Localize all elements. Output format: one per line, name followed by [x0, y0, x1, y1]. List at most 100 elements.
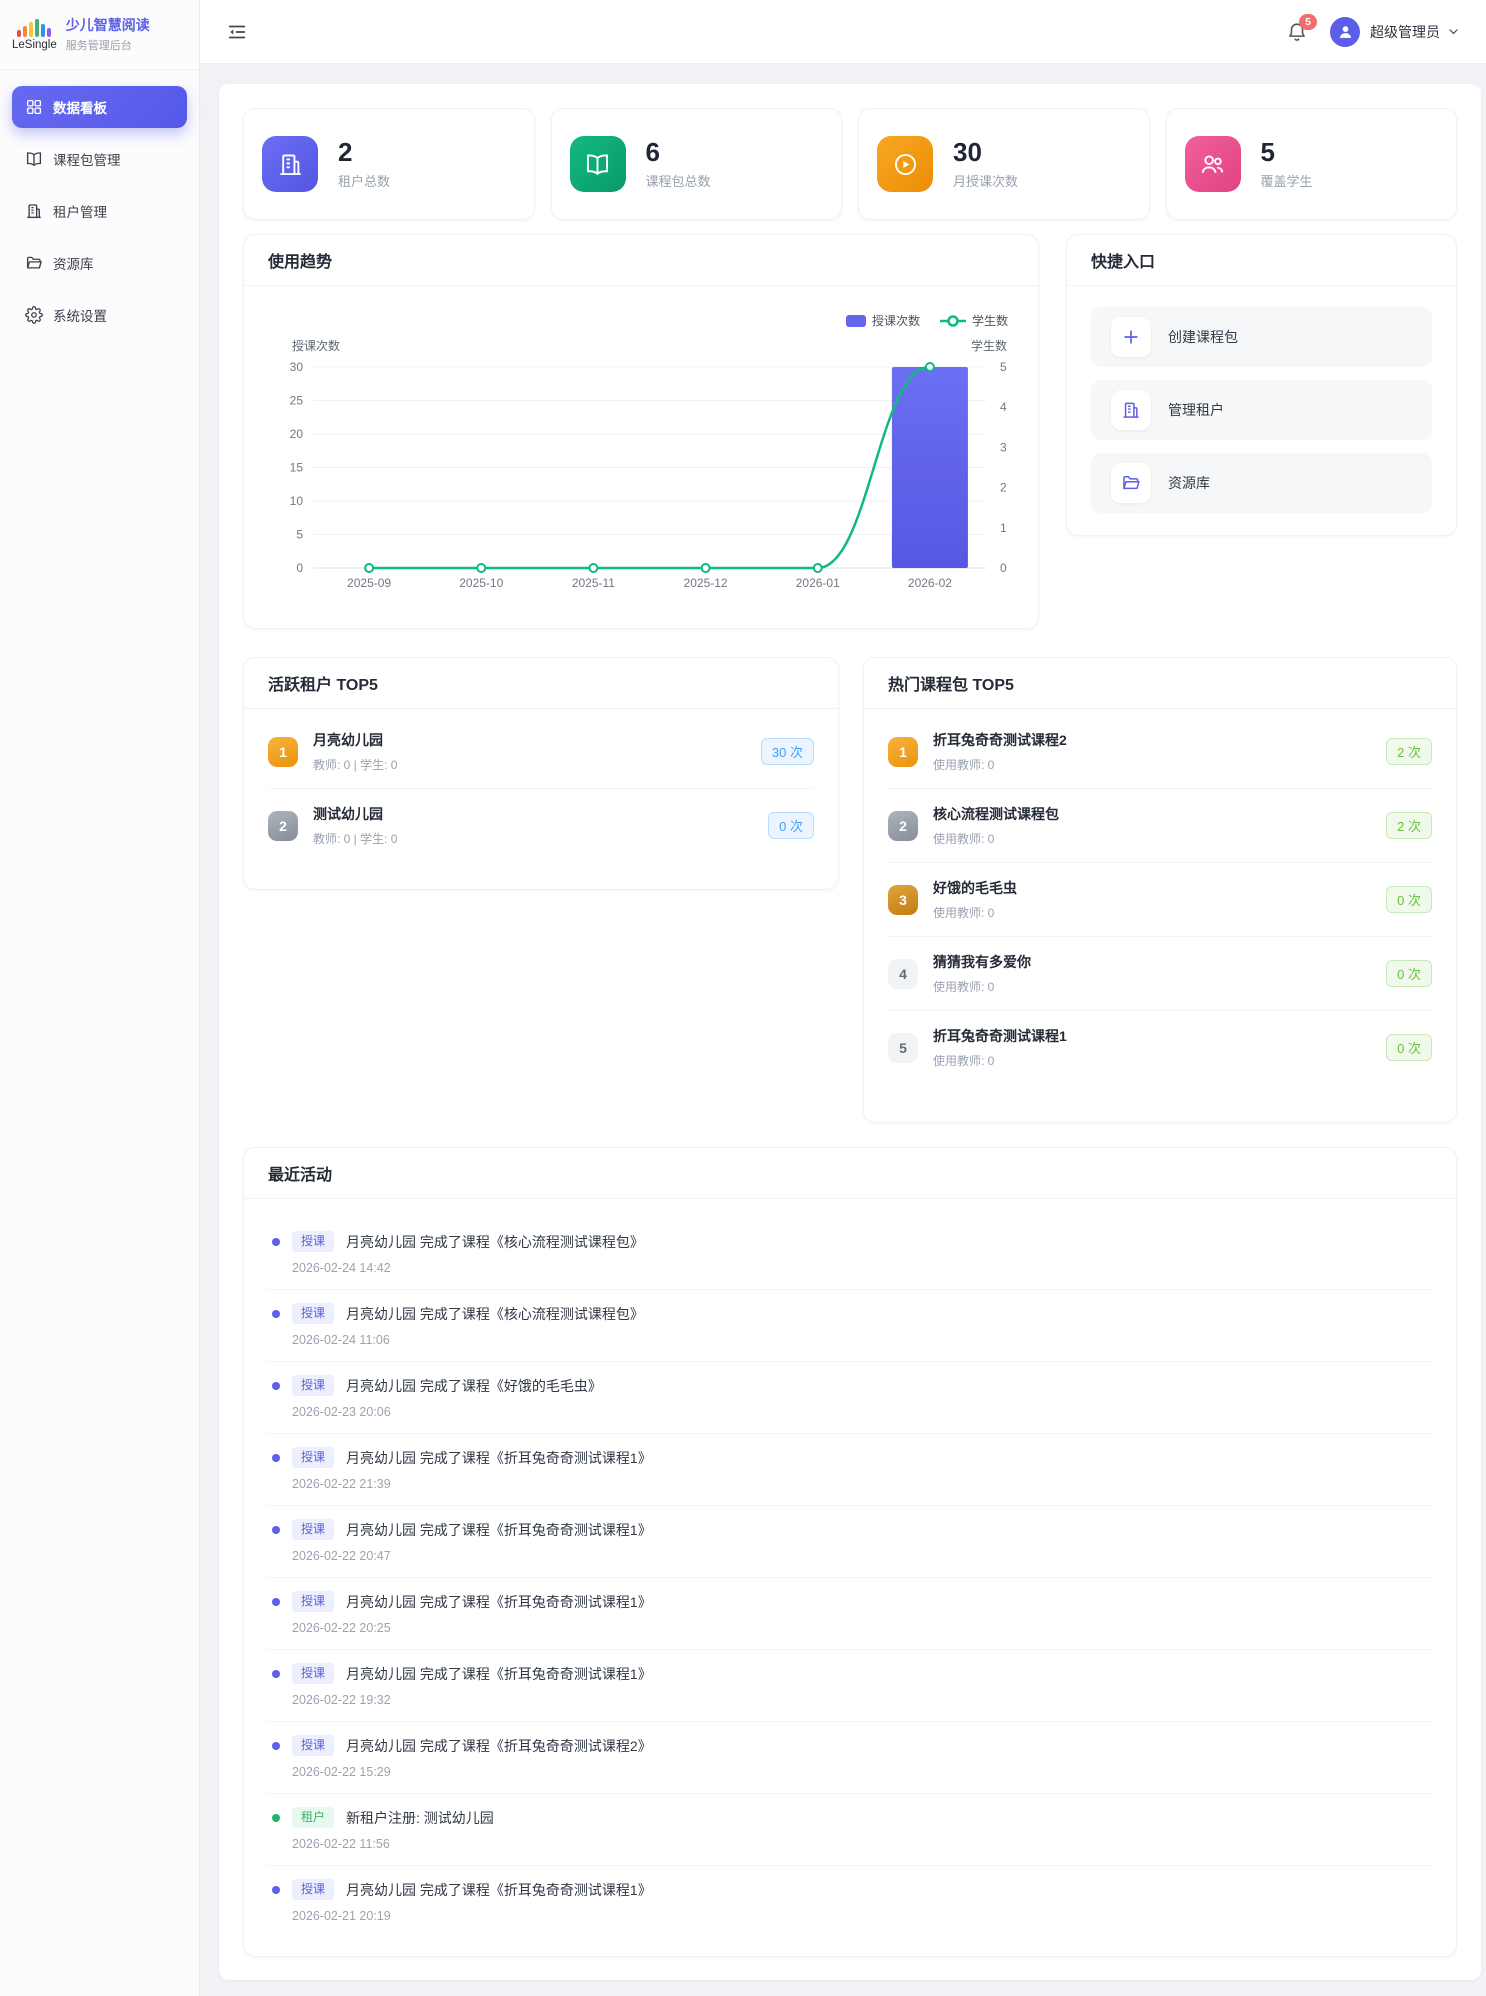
activity-time: 2026-02-24 14:42 [292, 1261, 391, 1275]
svg-text:授课次数: 授课次数 [872, 313, 920, 328]
svg-text:0: 0 [1000, 561, 1007, 575]
gear-icon [25, 306, 43, 324]
avatar[interactable] [1330, 16, 1360, 47]
svg-text:30: 30 [290, 360, 304, 374]
usage-count-badge: 2 次 [1386, 812, 1432, 839]
svg-text:10: 10 [290, 494, 304, 508]
quick-entry-title: 快捷入口 [1067, 235, 1456, 286]
sidebar-item-resources[interactable]: 资源库 [12, 242, 187, 284]
list-item: 2 测试幼儿园 教师: 0 | 学生: 0 0 次 [268, 789, 814, 862]
svg-text:25: 25 [290, 394, 304, 408]
activity-text: 月亮幼儿园 完成了课程《折耳兔奇奇测试课程2》 [346, 1737, 652, 1754]
activity-item: 授课 月亮幼儿园 完成了课程《折耳兔奇奇测试课程1》 2026-02-22 20:… [268, 1578, 1432, 1650]
plus-icon [1111, 317, 1151, 357]
building-icon [262, 136, 318, 192]
stat-card-tenants: 2 租户总数 [243, 108, 535, 220]
activity-dot [272, 1237, 280, 1246]
activity-time: 2026-02-23 20:06 [292, 1405, 391, 1419]
rank-badge: 2 [268, 810, 298, 841]
building-icon [1111, 390, 1151, 430]
svg-text:20: 20 [290, 427, 304, 441]
recent-activity-card: 最近活动 授课 月亮幼儿园 完成了课程《核心流程测试课程包》 2026-02-24… [243, 1147, 1457, 1957]
activity-dot [272, 1885, 280, 1894]
sidebar-item-tenants[interactable]: 租户管理 [12, 190, 187, 232]
list-item: 5 折耳兔奇奇测试课程1 使用教师: 0 0 次 [888, 1011, 1432, 1084]
stats-row: 2 租户总数 6 课程包总数 30 月授课次数 [243, 108, 1457, 220]
activity-tag: 授课 [292, 1447, 335, 1468]
active-tenants-list: 1 月亮幼儿园 教师: 0 | 学生: 0 30 次 2 测试幼儿园教师: 0 |… [244, 709, 838, 862]
activity-item: 租户 新租户注册: 测试幼儿园 2026-02-22 11:56 [268, 1794, 1432, 1866]
activity-tag: 授课 [292, 1519, 335, 1540]
quick-entry-create-course[interactable]: 创建课程包 [1091, 307, 1432, 367]
course-meta: 使用教师: 0 [933, 906, 995, 920]
quick-entry-list: 创建课程包 管理租户 资源库 [1067, 286, 1456, 534]
sidebar-item-settings[interactable]: 系统设置 [12, 294, 187, 336]
quick-entry-label: 资源库 [1168, 475, 1210, 491]
folder-icon [1111, 463, 1151, 503]
tenant-name: 测试幼儿园 [313, 806, 383, 822]
activity-item: 授课 月亮幼儿园 完成了课程《折耳兔奇奇测试课程1》 2026-02-22 21:… [268, 1434, 1432, 1506]
sidebar-item-dashboard[interactable]: 数据看板 [12, 86, 187, 128]
play-icon [877, 136, 933, 192]
notifications-button[interactable]: 5 [1286, 13, 1317, 43]
svg-text:授课次数: 授课次数 [292, 338, 340, 353]
svg-text:2025-12: 2025-12 [684, 576, 728, 590]
activity-time: 2026-02-24 11:06 [292, 1333, 390, 1347]
logo: LeSingle 少儿智慧阅读 服务管理后台 [0, 0, 199, 70]
svg-text:5: 5 [296, 528, 303, 542]
stat-label: 覆盖学生 [1260, 174, 1313, 189]
activity-time: 2026-02-21 20:19 [292, 1909, 391, 1923]
activity-dot [272, 1381, 280, 1390]
rank-badge: 2 [888, 810, 918, 841]
students-icon [1184, 136, 1241, 192]
chevron-down-icon[interactable] [1447, 25, 1460, 38]
stat-value: 6 [645, 137, 660, 167]
sidebar-menu: 数据看板 课程包管理 租户管理 资源库 系统设置 [0, 70, 199, 352]
rank-badge: 3 [888, 884, 918, 915]
list-item: 1 月亮幼儿园 教师: 0 | 学生: 0 30 次 [268, 715, 814, 789]
course-name: 猜猜我有多爱你 [933, 954, 1031, 970]
sidebar-item-course-packages[interactable]: 课程包管理 [12, 138, 187, 180]
activity-item: 授课 月亮幼儿园 完成了课程《折耳兔奇奇测试课程1》 2026-02-22 20:… [268, 1506, 1432, 1578]
activity-item: 授课 月亮幼儿园 完成了课程《核心流程测试课程包》 2026-02-24 11:0… [268, 1290, 1432, 1362]
activity-time: 2026-02-22 21:39 [292, 1477, 391, 1491]
activity-time: 2026-02-22 11:56 [292, 1837, 390, 1851]
sidebar-item-label: 数据看板 [53, 101, 107, 116]
stat-label: 租户总数 [338, 174, 391, 189]
sidebar-item-label: 资源库 [53, 257, 94, 272]
usage-count-badge: 0 次 [1386, 1034, 1432, 1061]
dashboard-icon [26, 99, 42, 115]
svg-text:2025-10: 2025-10 [459, 576, 503, 590]
logo-mark-icon: LeSingle [12, 18, 57, 51]
sidebar-collapse-button[interactable] [226, 21, 248, 43]
activity-text: 月亮幼儿园 完成了课程《折耳兔奇奇测试课程1》 [346, 1521, 652, 1538]
building-icon [27, 204, 41, 219]
svg-text:1: 1 [1000, 521, 1007, 535]
activity-time: 2026-02-22 15:29 [292, 1765, 391, 1779]
usage-trend-card: 使用趋势 0 5 10 15 20 25 30 0 1 2 3 4 5 授课次数 学生数 2025-09 202… [243, 234, 1039, 629]
top5-row: 活跃租户 TOP5 1 月亮幼儿园 教师: 0 | 学生: 0 30 次 2 测试… [243, 657, 1457, 1123]
activity-time: 2026-02-22 19:32 [292, 1693, 391, 1707]
activity-tag: 授课 [292, 1879, 335, 1900]
activity-text: 新租户注册: 测试幼儿园 [346, 1809, 494, 1826]
recent-activity-title: 最近活动 [244, 1148, 1456, 1199]
list-item: 2 核心流程测试课程包 使用教师: 0 2 次 [888, 789, 1432, 863]
activity-tag: 授课 [292, 1663, 335, 1684]
activity-dot [272, 1669, 280, 1678]
quick-entry-card: 快捷入口 创建课程包 管理租户 资源库 [1066, 234, 1457, 536]
svg-text:0: 0 [296, 561, 303, 575]
sidebar-item-label: 系统设置 [53, 309, 107, 324]
header-user-area: 5 超级管理员 [1286, 13, 1460, 47]
notification-badge: 5 [1299, 13, 1317, 30]
user-name[interactable]: 超级管理员 [1370, 23, 1440, 40]
logo-text: LeSingle [12, 39, 57, 51]
quick-entry-resources[interactable]: 资源库 [1091, 453, 1432, 513]
activity-dot [272, 1741, 280, 1750]
tenant-meta: 教师: 0 | 学生: 0 [313, 832, 398, 846]
list-item: 3 好饿的毛毛虫 使用教师: 0 0 次 [888, 863, 1432, 937]
activity-time: 2026-02-22 20:47 [292, 1549, 391, 1563]
quick-entry-manage-tenants[interactable]: 管理租户 [1091, 380, 1432, 440]
activity-tag: 授课 [292, 1303, 335, 1324]
dashboard-content: 2 租户总数 6 课程包总数 30 月授课次数 [219, 84, 1481, 1980]
activity-tag: 租户 [292, 1807, 335, 1828]
